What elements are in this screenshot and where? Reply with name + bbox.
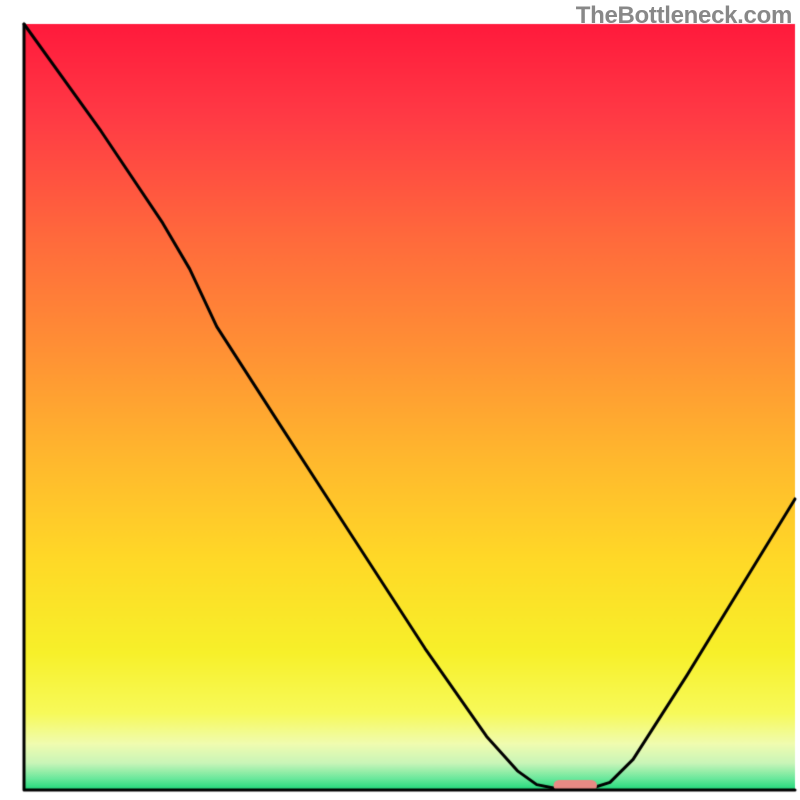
bottleneck-chart-canvas [0, 0, 800, 800]
chart-container: TheBottleneck.com [0, 0, 800, 800]
watermark-text: TheBottleneck.com [576, 2, 792, 30]
